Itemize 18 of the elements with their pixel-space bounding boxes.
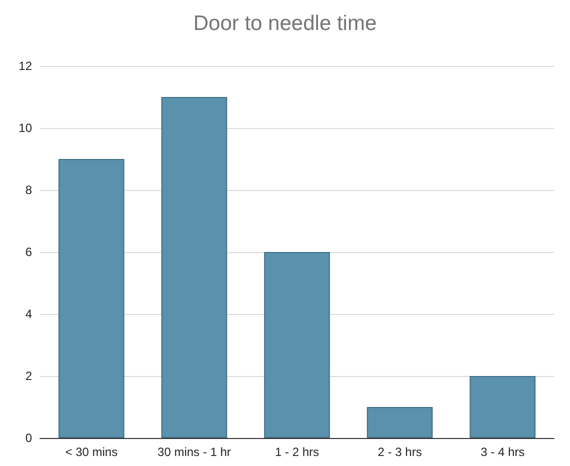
bar <box>264 252 330 438</box>
bar <box>366 407 433 438</box>
chart-title: Door to needle time <box>193 12 377 35</box>
y-tick-label: 8 <box>25 183 32 197</box>
y-tick-label: 4 <box>25 307 32 321</box>
x-tick-label: 3 - 4 hrs <box>480 445 525 459</box>
bar <box>470 376 536 438</box>
y-tick-label: 2 <box>25 369 32 383</box>
bar <box>58 159 124 438</box>
x-tick-label: < 30 mins <box>65 445 118 459</box>
y-tick-label: 10 <box>18 121 32 135</box>
y-tick-label: 6 <box>25 245 32 259</box>
y-tick-label: 0 <box>25 431 32 445</box>
x-tick-label: 30 mins - 1 hr <box>158 445 231 459</box>
y-tick-label: 12 <box>18 59 32 73</box>
bar <box>161 97 228 438</box>
x-tick-label: 2 - 3 hrs <box>378 445 422 459</box>
x-tick-label: 1 - 2 hrs <box>274 445 320 459</box>
